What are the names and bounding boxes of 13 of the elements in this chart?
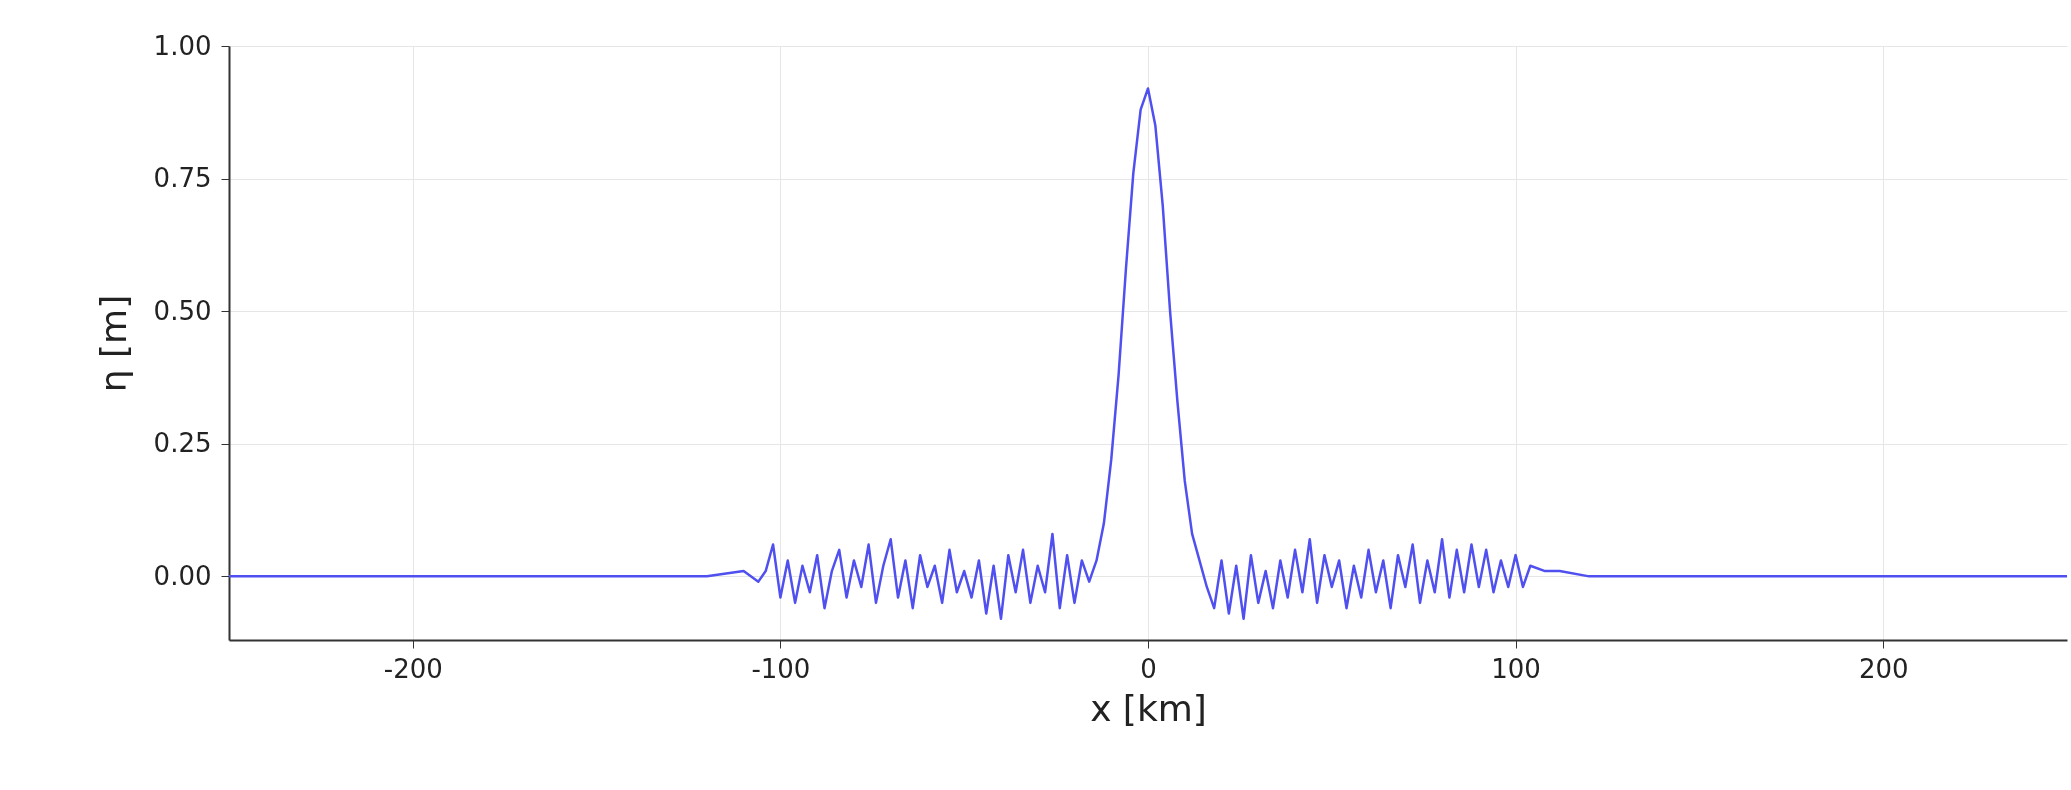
x-tick-label: 100 xyxy=(1491,653,1541,684)
x-tick-label: -100 xyxy=(751,653,811,684)
y-tick-label: 1.00 xyxy=(153,30,212,61)
y-tick-label: 0.25 xyxy=(153,428,212,459)
y-tick-label: 0.00 xyxy=(153,560,212,591)
x-tick-label: 200 xyxy=(1858,653,1909,684)
x-tick-label: -200 xyxy=(383,653,443,684)
x-axis-title: x [km] xyxy=(1090,687,1207,729)
x-tick-label: 0 xyxy=(1140,653,1157,684)
y-tick-label: 0.75 xyxy=(153,163,212,194)
line-series xyxy=(229,87,2067,621)
y-tick-label: 0.50 xyxy=(153,295,212,326)
y-axis-title: η [m] xyxy=(92,294,134,393)
